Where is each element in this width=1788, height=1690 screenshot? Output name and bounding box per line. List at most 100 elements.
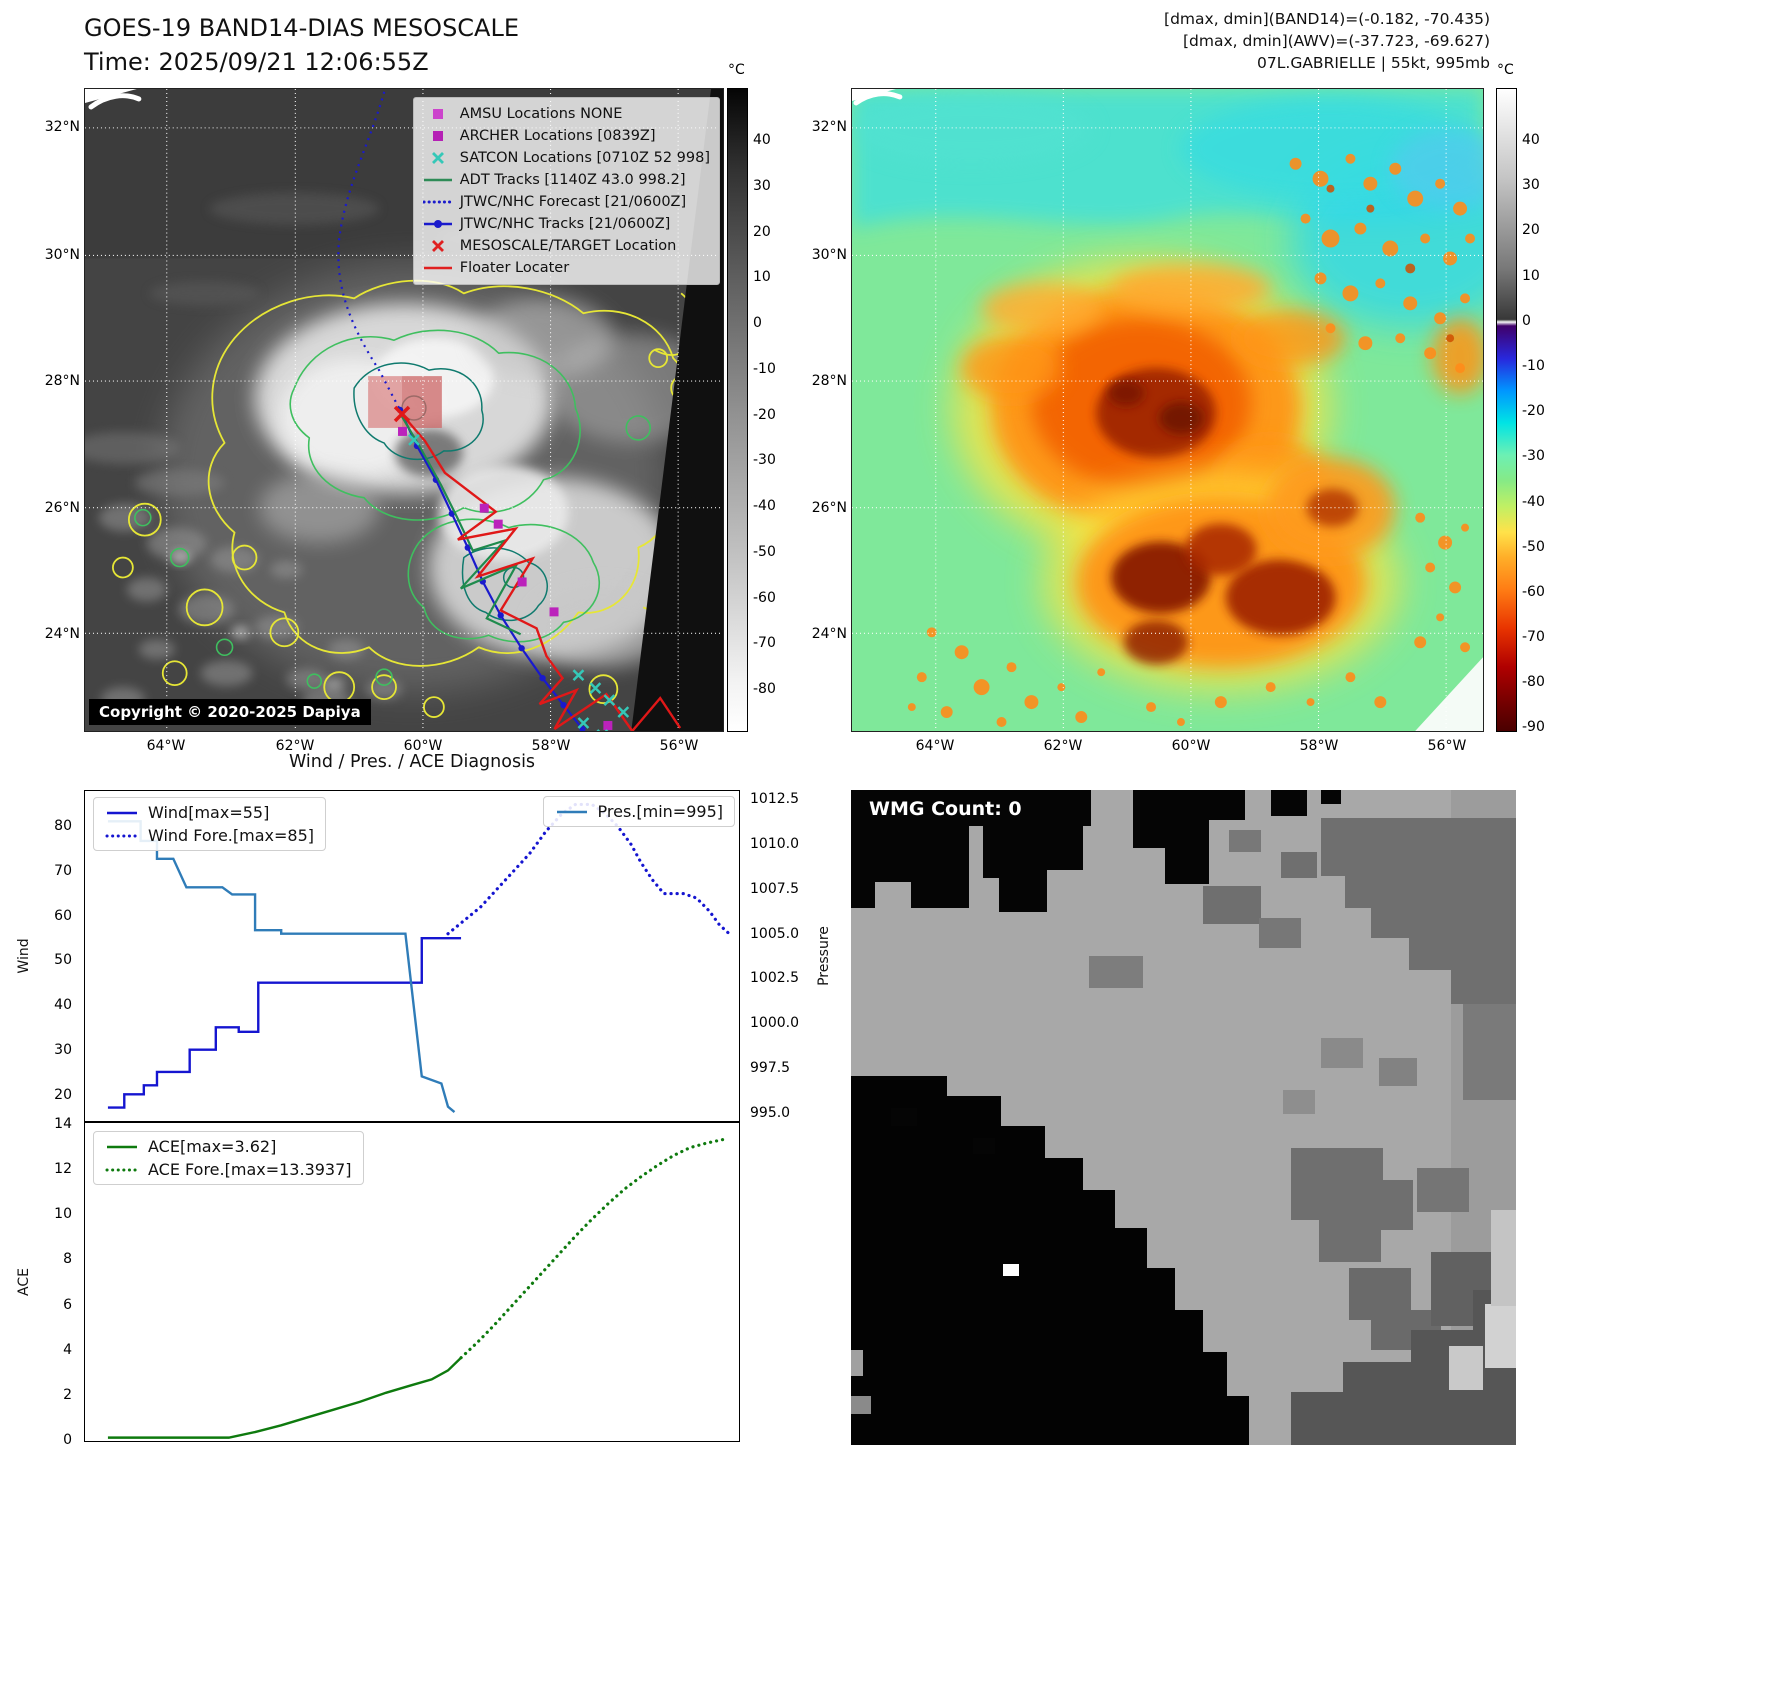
wind-legend: Wind[max=55] Wind Fore.[max=85] [93,797,326,851]
ace-tick-label: 8 [63,1251,72,1268]
legend-row: Pres.[min=995] [555,802,723,821]
enhanced-ir-map [851,88,1484,732]
ace-tick-label: 12 [54,1161,72,1178]
pressure-tick-label: 1000.0 [750,1015,799,1032]
colorbar-tick-label: -30 [753,452,776,469]
page-title: GOES-19 BAND14-DIAS MESOSCALE [84,14,520,42]
wmg-count-label: WMG Count: 0 [869,798,1022,820]
southern-convection [1041,318,1483,693]
cold-cloud-shield [852,89,1483,329]
longitude-tick-label: 56°W [659,738,699,754]
colorbar-tick-label: -70 [1522,629,1545,646]
mesoscale-target-x-icon [393,405,411,423]
colorbar-tick-label: -70 [753,635,776,652]
longitude-tick-label: 62°W [1043,738,1083,754]
latitude-tick-label: 28°N [811,373,847,390]
timestamp: Time: 2025/09/21 12:06:55Z [84,48,429,76]
latitude-tick-label: 30°N [811,246,847,263]
wind-forecast-line-icon [105,834,139,837]
adt-track [400,414,522,636]
left-colorbar [727,88,748,732]
legend-label: AMSU Locations NONE [459,106,623,122]
colorbar-tick-label: 20 [753,223,771,240]
wind-tick-label: 70 [54,862,72,879]
storm-info-block: [dmax, dmin](BAND14)=(-0.182, -70.435) [… [1000,8,1490,74]
longitude-tick-label: 58°W [1299,738,1339,754]
wind-tick-label: 30 [54,1042,72,1059]
wind-axis-ticks: 80 70 60 50 40 30 20 [30,790,76,1122]
ace-tick-label: 2 [63,1386,72,1403]
colorbar-tick-label: 30 [753,177,771,194]
colorbar-tick-label: -50 [1522,538,1545,555]
colorbar-tick-label: -60 [1522,583,1545,600]
floater-track [399,411,682,731]
colorbar-tick-label: 40 [753,132,771,149]
series-line [459,1137,728,1360]
pressure-tick-label: 1010.0 [750,835,799,852]
longitude-tick-label: 60°W [1171,738,1211,754]
ace-tick-label: 6 [63,1296,72,1313]
legend-item: MESOSCALE/TARGET Location [423,236,710,256]
right-map-lon-axis: 64°W 62°W 60°W 58°W 56°W [851,736,1484,756]
colorbar-tick-label: 40 [1522,131,1540,148]
left-colorbar-ticks: 40 30 20 10 0 -10 -20 -30 -40 -50 -60 -70 -80 [753,88,797,732]
ace-axis-ticks: 14 12 10 8 6 4 2 0 [30,1116,76,1447]
latitude-tick-label: 26°N [44,500,80,517]
colorbar-tick-label: 10 [753,269,771,286]
longitude-tick-label: 64°W [146,738,186,754]
ace-tick-label: 0 [63,1431,72,1448]
colorbar-tick-label: -20 [1522,403,1545,420]
colorbar-tick-label: -60 [753,589,776,606]
latitude-tick-label: 32°N [44,119,80,136]
x-icon [423,238,453,254]
pressure-legend: Pres.[min=995] [542,796,735,827]
chart-title: Wind / Pres. / ACE Diagnosis [288,752,536,772]
latitude-tick-label: 26°N [811,500,847,517]
legend-item: ARCHER Locations [0839Z] [423,126,710,146]
legend-label: ACE[max=3.62] [148,1137,277,1156]
deep-convection-speckles [1326,184,1455,343]
pressure-tick-label: 1012.5 [750,790,799,807]
right-map-lat-axis: 32°N 30°N 28°N 26°N 24°N [803,88,847,732]
colorbar-tick-label: -90 [1522,719,1545,736]
colorbar-tick-label: -10 [1522,357,1545,374]
colorbar-tick-label: 20 [1522,222,1540,239]
colorbar-tick-label: -20 [753,406,776,423]
line-icon [423,260,453,276]
pressure-tick-label: 1002.5 [750,970,799,987]
colorbar-tick-label: 0 [1522,312,1531,329]
square-icon [423,106,453,122]
colorbar-tick-label: -40 [753,498,776,515]
legend-item: SATCON Locations [0710Z 52 998] [423,148,710,168]
enhanced-ir-imagery [852,89,1483,731]
pressure-tick-label: 995.0 [750,1105,791,1122]
wind-tick-label: 20 [54,1087,72,1104]
series-line [107,937,462,1109]
pressure-tick-label: 1005.0 [750,925,799,942]
latitude-tick-label: 28°N [44,373,80,390]
legend-label: ADT Tracks [1140Z 43.0 998.2] [459,172,686,188]
dmax-band14-text: [dmax, dmin](BAND14)=(-0.182, -70.435) [1164,10,1490,28]
legend-row: Wind[max=55] [105,803,314,822]
legend-row: ACE[max=3.62] [105,1137,352,1156]
legend-item: JTWC/NHC Forecast [21/0600Z] [422,192,710,212]
legend-label: Wind[max=55] [148,803,270,822]
legend-row: ACE Fore.[max=13.3937] [105,1160,352,1179]
left-colorbar-unit: °C [728,62,745,78]
colorbar-tick-label: 0 [753,315,762,332]
left-map-lat-axis: 32°N 30°N 28°N 26°N 24°N [36,88,80,732]
pressure-tick-label: 1007.5 [750,880,799,897]
colorbar-tick-label: -30 [1522,448,1545,465]
legend-item: Floater Locater [423,258,710,278]
right-colorbar [1496,88,1517,732]
storm-core [951,258,1346,558]
legend-row: Wind Fore.[max=85] [105,826,314,845]
legend-item: JTWC/NHC Tracks [21/0600Z] [423,214,710,234]
band14-satellite-map: AMSU Locations NONE ARCHER Locations [083… [84,88,724,732]
series-line [107,1356,462,1439]
scattered-convection-speckles [907,153,1476,728]
legend-item: AMSU Locations NONE [423,104,710,124]
ace-tick-label: 10 [54,1206,72,1223]
right-colorbar-ticks: 40 30 20 10 0 -10 -20 -30 -40 -50 -60 -70 -80 -90 [1522,88,1566,736]
